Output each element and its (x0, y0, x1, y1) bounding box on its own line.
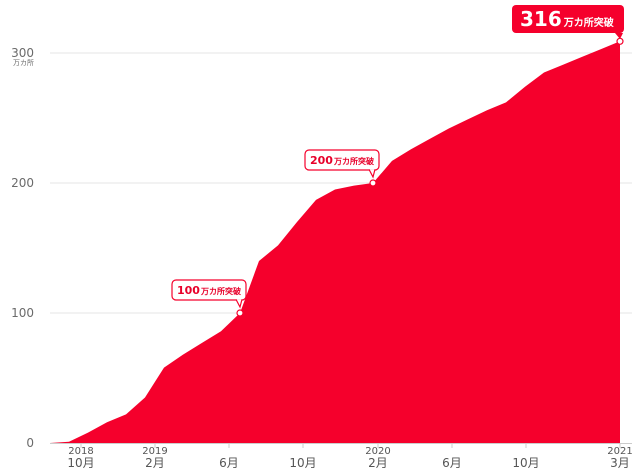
callout-box (171, 279, 247, 301)
milestone-callout-100: 100万カ所突破 (171, 279, 247, 317)
callout-box (304, 149, 380, 171)
callout-pointer (368, 169, 376, 179)
x-tick-year: 2021 (607, 446, 632, 457)
callout-suffix: 万カ所突破 (200, 286, 241, 296)
y-tick-label: 0 (26, 436, 34, 450)
y-tick-label: 200 (11, 176, 34, 190)
callout-number: 100 (177, 284, 200, 297)
callout-number: 200 (310, 154, 333, 167)
x-tick-month: 2月 (368, 456, 388, 470)
x-tick-month: 3月 (610, 456, 630, 470)
milestone-callout-316: 316 万カ所突破 (512, 5, 624, 45)
milestone-point (616, 37, 624, 45)
callout-number: 316 (520, 7, 562, 31)
callout-text: 200万カ所突破 (310, 154, 374, 167)
callout-suffix: 万カ所突破 (563, 16, 614, 29)
x-tick-month: 2月 (145, 456, 165, 470)
x-tick-year: 2020 (365, 446, 390, 457)
x-tick-year: 2018 (68, 446, 93, 457)
callout-box (512, 5, 624, 33)
x-tick-month: 10月 (67, 456, 94, 470)
callout-text: 316 万カ所突破 (520, 7, 614, 31)
y-tick-label: 300 (11, 46, 34, 60)
milestone-point (236, 309, 244, 317)
x-tick-year: 2019 (142, 446, 167, 457)
milestone-point (369, 179, 377, 187)
callout-suffix: 万カ所突破 (333, 156, 374, 166)
callout-pointer (235, 299, 243, 309)
callout-pointer (615, 33, 623, 39)
milestone-callout-200: 200万カ所突破 (304, 149, 380, 187)
callout-text: 100万カ所突破 (177, 284, 241, 297)
x-tick-month: 6月 (219, 456, 239, 470)
x-tick-month: 10月 (512, 456, 539, 470)
y-unit-label: 万カ所 (13, 58, 34, 67)
x-tick-month: 6月 (442, 456, 462, 470)
area-series (50, 41, 632, 444)
y-tick-label: 100 (11, 306, 34, 320)
x-tick-month: 10月 (289, 456, 316, 470)
area-fill (50, 41, 620, 444)
